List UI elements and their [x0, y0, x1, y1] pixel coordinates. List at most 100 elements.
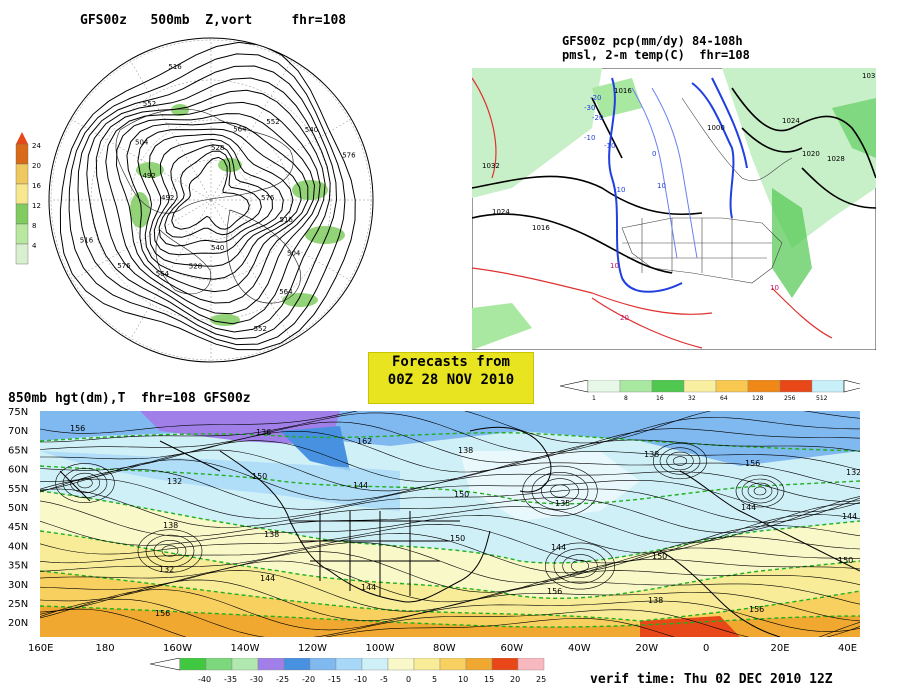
- main-850mb-map: 75N 70N 65N 60N 55N 50N 45N 40N 35N 30N 25N 20N 160…: [8, 407, 861, 654]
- polar-colorbar-label: 16: [32, 182, 41, 190]
- polar-colorbar-label: 4: [32, 242, 37, 250]
- lon-axis-label: 120W: [298, 643, 327, 654]
- polar-colorbar-swatch: [15, 223, 29, 245]
- polar-colorbar-swatch: [15, 243, 29, 265]
- precip-colorbar-label: 128: [752, 395, 764, 402]
- main-colorbar-swatch: [283, 658, 311, 671]
- precip-colorbar-swatch: [747, 380, 781, 393]
- precip-warm-isotherms: [472, 77, 833, 349]
- polar-contour-label: 528: [189, 263, 202, 271]
- precip-black-label: 1016: [532, 224, 550, 232]
- main-contour-label: 136: [256, 428, 271, 437]
- polar-colorbar-swatch: [15, 183, 29, 205]
- polar-colorbar-cap: [16, 132, 28, 144]
- polar-height-contours: [59, 41, 356, 351]
- polar-contour-label: 564: [156, 270, 170, 278]
- main-panel-title: 850mb hgt(dm),T fhr=108 GFS00z: [8, 391, 251, 406]
- main-colorbar-label: -35: [224, 675, 237, 684]
- lon-axis-label: 100W: [366, 643, 395, 654]
- main-contour-label: 156: [547, 587, 562, 596]
- main-colorbar-swatch: [413, 658, 441, 671]
- lon-axis-label: 160W: [163, 643, 192, 654]
- precip-colorbar-label: 256: [784, 395, 796, 402]
- main-colorbar-swatch: [231, 658, 259, 671]
- lat-axis-label: 25N: [8, 599, 28, 610]
- precip-cold-isotherms: [608, 77, 748, 293]
- main-colorbar-swatch: [387, 658, 415, 671]
- lon-axis-label: 20W: [636, 643, 659, 654]
- precip-blue-label: -10: [614, 186, 625, 194]
- main-contour-label: 138: [264, 530, 279, 539]
- main-colorbar-label: -30: [250, 675, 263, 684]
- main-contour-label: 156: [155, 609, 170, 618]
- main-contour-label: 144: [260, 574, 275, 583]
- main-colorbar-swatch: [465, 658, 493, 671]
- polar-contour-label: 576: [261, 194, 275, 202]
- main-contour-label: 138: [163, 521, 178, 530]
- lat-axis-label: 30N: [8, 580, 28, 591]
- precip-colorbar-swatch: [651, 380, 685, 393]
- precip-black-label: 1028: [827, 155, 845, 163]
- forecast-line2: 00Z 28 NOV 2010: [387, 372, 515, 388]
- polar-contour-label: 576: [117, 262, 131, 270]
- lat-axis-label: 75N: [8, 407, 28, 418]
- precip-black-label: 1024: [782, 117, 800, 125]
- main-map-area: 156 132 138 144 138 135 150 156 132 138 144 162 150 1…: [40, 411, 861, 637]
- polar-colorbar-label: 8: [32, 222, 36, 230]
- lon-axis-label: 160E: [28, 643, 53, 654]
- main-contour-label: 135: [555, 499, 570, 508]
- lat-axis-label: 55N: [8, 484, 28, 495]
- main-colorbar-label: 0: [406, 675, 411, 684]
- lon-axis-label: 0: [703, 643, 709, 654]
- polar-colorbar-swatch: [15, 143, 29, 165]
- polar-contour-label: 552: [266, 118, 279, 126]
- precip-red-label: 10: [610, 262, 619, 270]
- main-contour-label: 150: [454, 490, 469, 499]
- main-colorbar-label: -40: [198, 675, 211, 684]
- main-contour-label: 144: [741, 503, 756, 512]
- verification-time: verif time: Thu 02 DEC 2010 12Z: [590, 672, 833, 687]
- polar-contour-label: 516: [168, 63, 182, 71]
- main-contour-label: 132: [846, 468, 861, 477]
- precip-colorbar-swatch: [811, 380, 845, 393]
- polar-contour-label: 516: [280, 216, 294, 224]
- main-contour-label: 138: [648, 596, 663, 605]
- polar-panel-title: GFS00z 500mb Z,vort fhr=108: [80, 13, 347, 28]
- polar-stereographic-map: 576 516 504 564 552 540 528 564 576 516 492 492 504 5…: [48, 37, 374, 363]
- precip-title-line1: GFS00z pcp(mm/dy) 84-108h: [562, 34, 743, 48]
- precip-black-label: 1032: [482, 162, 500, 170]
- main-contour-label: 138: [644, 450, 659, 459]
- main-contour-label: 150: [450, 534, 465, 543]
- main-colorbar-label: -5: [380, 675, 388, 684]
- lat-axis-label: 65N: [8, 445, 28, 456]
- main-height-contours: [40, 411, 860, 637]
- precip-colorbar-right-cap: [843, 380, 860, 393]
- precip-blue-label: -10: [604, 142, 615, 150]
- main-colorbar-swatch: [439, 658, 467, 671]
- main-colorbar-swatch: [491, 658, 519, 671]
- main-colorbar-label: 15: [484, 675, 494, 684]
- main-colorbar-label: 5: [432, 675, 437, 684]
- main-contour-label: 150: [838, 556, 853, 565]
- lon-axis-label: 40E: [838, 643, 857, 654]
- main-colorbar-left-cap: [150, 658, 181, 671]
- polar-contour-label: 564: [233, 126, 247, 134]
- lon-axis-label: 140W: [231, 643, 260, 654]
- precip-colorbar-label: 32: [688, 395, 696, 402]
- precip-colorbar-swatch: [715, 380, 749, 393]
- lat-axis-label: 40N: [8, 541, 28, 552]
- precip-blue-label: -20: [590, 94, 601, 102]
- precip-colorbar: 1 8 16 32 64 128 256 512: [560, 380, 860, 402]
- main-contour-label: 150: [252, 472, 267, 481]
- precip-colorbar-swatch: [779, 380, 813, 393]
- precip-red-label: 10: [770, 284, 779, 292]
- lon-axis-label: 40W: [568, 643, 591, 654]
- polar-contour-label: 528: [211, 144, 224, 152]
- main-contour-label: 156: [70, 424, 85, 433]
- main-colorbar-label: -15: [328, 675, 341, 684]
- polar-colorbar-label: 24: [32, 142, 41, 150]
- main-contour-label: 138: [458, 446, 473, 455]
- forecast-init-box: Forecasts from 00Z 28 NOV 2010: [368, 352, 534, 404]
- main-contour-label: 156: [745, 459, 760, 468]
- lat-axis-label: 35N: [8, 561, 28, 572]
